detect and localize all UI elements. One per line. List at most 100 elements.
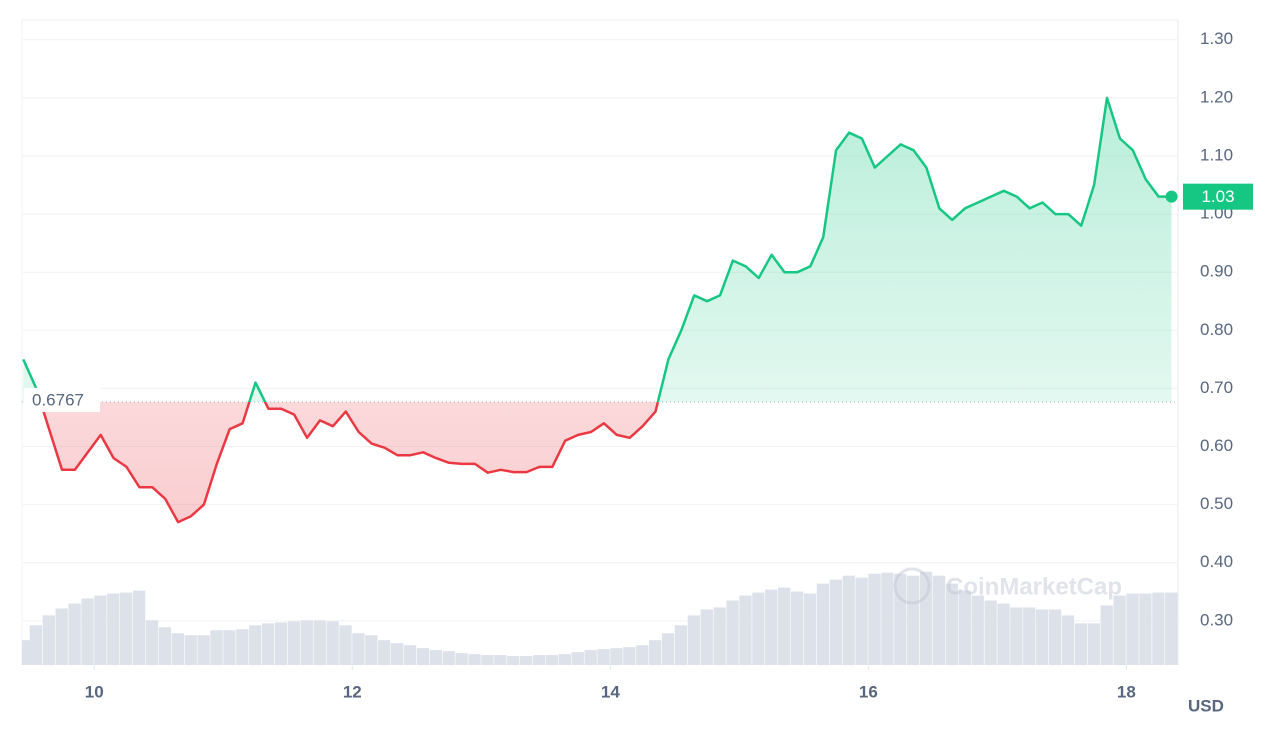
volume-bar xyxy=(636,645,649,665)
volume-bar xyxy=(907,575,920,665)
volume-bar xyxy=(984,600,997,665)
volume-bar xyxy=(532,655,546,665)
volume-bar xyxy=(210,630,223,665)
volume-bar xyxy=(365,635,378,665)
volume-bar xyxy=(42,615,55,665)
volume-bar xyxy=(1061,615,1075,665)
volume-bar xyxy=(945,583,959,665)
volume-bar xyxy=(339,625,352,665)
volume-bar xyxy=(1100,605,1113,665)
volume-bar xyxy=(1010,607,1023,665)
volume-bar xyxy=(919,571,933,665)
volume-bar xyxy=(765,589,778,665)
volume-bar xyxy=(494,655,507,665)
volume-bar xyxy=(790,591,804,665)
baseline-label: 0.6767 xyxy=(32,390,84,409)
volume-bar xyxy=(81,598,94,665)
volume-bar xyxy=(120,592,133,665)
volume-bar xyxy=(352,633,365,665)
volume-bar xyxy=(261,623,275,665)
y-tick-label: 0.60 xyxy=(1200,436,1233,455)
volume-bar xyxy=(29,625,43,665)
volume-bar xyxy=(713,607,726,665)
volume-bar xyxy=(778,587,791,665)
volume-bar xyxy=(145,620,159,665)
volume-bar xyxy=(816,583,830,665)
y-tick-label: 0.40 xyxy=(1200,552,1233,571)
y-tick-label: 0.70 xyxy=(1200,378,1233,397)
y-tick-label: 0.90 xyxy=(1200,262,1233,281)
volume-bar xyxy=(1113,595,1126,665)
volume-bar xyxy=(571,652,584,665)
x-tick-label: 10 xyxy=(85,682,104,701)
volume-bar xyxy=(545,655,559,665)
volume-bar xyxy=(1165,592,1178,665)
volume-bar xyxy=(68,603,81,665)
volume-bar xyxy=(1087,623,1100,665)
volume-bar xyxy=(623,647,636,665)
volume-bar xyxy=(997,603,1010,665)
baseline-label-bg xyxy=(24,387,100,412)
volume-bar xyxy=(855,577,868,665)
volume-bar xyxy=(1048,609,1062,665)
volume-bar xyxy=(687,615,701,665)
price-area-up xyxy=(23,97,1172,402)
price-line-down xyxy=(39,401,660,524)
volume-bar xyxy=(958,590,971,665)
volume-bar xyxy=(1023,607,1036,665)
volume-bar xyxy=(674,625,688,665)
volume-bar xyxy=(132,590,146,665)
volume-bar xyxy=(184,635,197,665)
volume-bar xyxy=(842,575,855,665)
volume-bar xyxy=(94,595,107,665)
x-tick-label: 16 xyxy=(859,682,878,701)
volume-bar xyxy=(932,575,946,665)
volume-bar xyxy=(378,640,391,665)
volume-bar xyxy=(197,635,210,665)
volume-bar xyxy=(326,621,339,665)
volume-bar xyxy=(403,645,417,665)
volume-bar xyxy=(481,655,494,665)
volume-bar xyxy=(610,648,623,665)
volume-bar xyxy=(390,643,404,665)
volume-bar xyxy=(661,633,675,665)
volume-bar xyxy=(649,640,662,665)
volume-bar xyxy=(584,650,597,665)
volume-bar xyxy=(1074,623,1088,665)
current-dot xyxy=(1165,190,1178,203)
volume-bar xyxy=(726,600,739,665)
y-tick-label: 1.30 xyxy=(1200,29,1233,48)
current-price-label: 1.03 xyxy=(1201,187,1234,206)
watermark-text: CoinMarketCap xyxy=(946,573,1122,600)
volume-bar xyxy=(468,654,481,665)
y-tick-label: 1.10 xyxy=(1200,145,1233,164)
volume-bar xyxy=(881,572,894,665)
watermark: CoinMarketCap xyxy=(893,567,1122,605)
volume-bar xyxy=(739,595,752,665)
volume-bar xyxy=(558,654,572,665)
volume-bar xyxy=(107,593,120,665)
volume-bar xyxy=(507,656,520,665)
volume-bar xyxy=(171,633,184,665)
volume-bar xyxy=(300,620,313,665)
volume-bar xyxy=(287,621,301,665)
volume-bar xyxy=(971,595,984,665)
x-tick-label: 12 xyxy=(343,682,362,701)
volume-bar xyxy=(313,620,326,665)
volume-bar xyxy=(455,653,468,665)
x-tick-label: 14 xyxy=(601,682,620,701)
volume-bar xyxy=(1139,593,1152,665)
volume-bar xyxy=(1036,609,1049,665)
y-tick-label: 1.20 xyxy=(1200,87,1233,106)
volume-bar xyxy=(520,656,533,665)
y-tick-label: 0.80 xyxy=(1200,320,1233,339)
y-tick-label: 0.50 xyxy=(1200,494,1233,513)
volume-bar xyxy=(1126,593,1139,665)
volume-bar xyxy=(274,622,288,665)
x-tick-label: 18 xyxy=(1117,682,1136,701)
watermark-logo xyxy=(893,567,931,605)
price-line-up xyxy=(22,96,1172,402)
volume-bar xyxy=(597,649,610,665)
